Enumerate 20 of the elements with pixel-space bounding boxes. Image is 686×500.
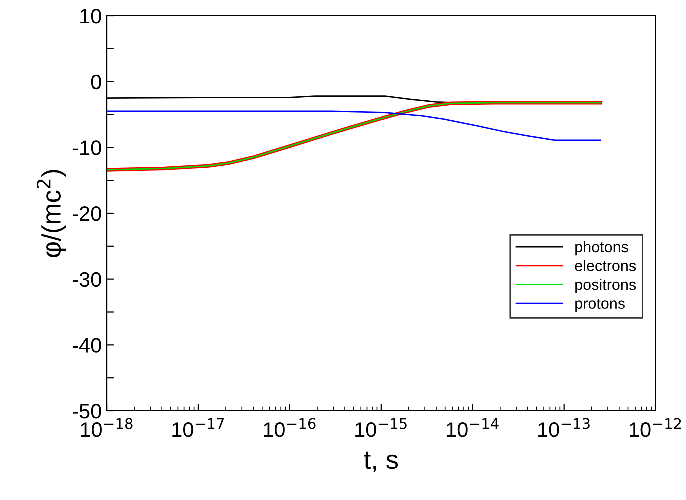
y-tick-label: -20 — [72, 206, 102, 222]
legend-label: protons — [576, 299, 625, 312]
y-tick-label: -10 — [72, 140, 102, 156]
x-tick-label: 10$^{−17}$ — [172, 418, 224, 438]
y-tick-label: 0 — [91, 74, 102, 90]
legend-label: electrons — [575, 260, 636, 272]
legend-label: positrons — [576, 278, 636, 294]
x-tick-label: 10$^{−12}$ — [630, 418, 682, 438]
y-tick-label: -30 — [72, 272, 102, 288]
y-tick-label: -40 — [72, 338, 102, 353]
x-tick-label: 10$^{−14}$ — [447, 418, 499, 438]
x-axis-title: t, s — [364, 452, 398, 472]
y-axis-title: φ/(mc$^{2}$) — [36, 170, 66, 258]
y-tick-label: -50 — [72, 404, 102, 419]
y-tick-label: 10 — [80, 9, 102, 24]
x-tick-label: 10$^{−16}$ — [264, 418, 316, 438]
x-tick-label: 10$^{−18}$ — [81, 418, 133, 438]
legend-label: photons — [576, 241, 628, 256]
x-tick-label: 10$^{−15}$ — [356, 418, 407, 438]
x-tick-label: 10$^{−13}$ — [538, 418, 590, 438]
